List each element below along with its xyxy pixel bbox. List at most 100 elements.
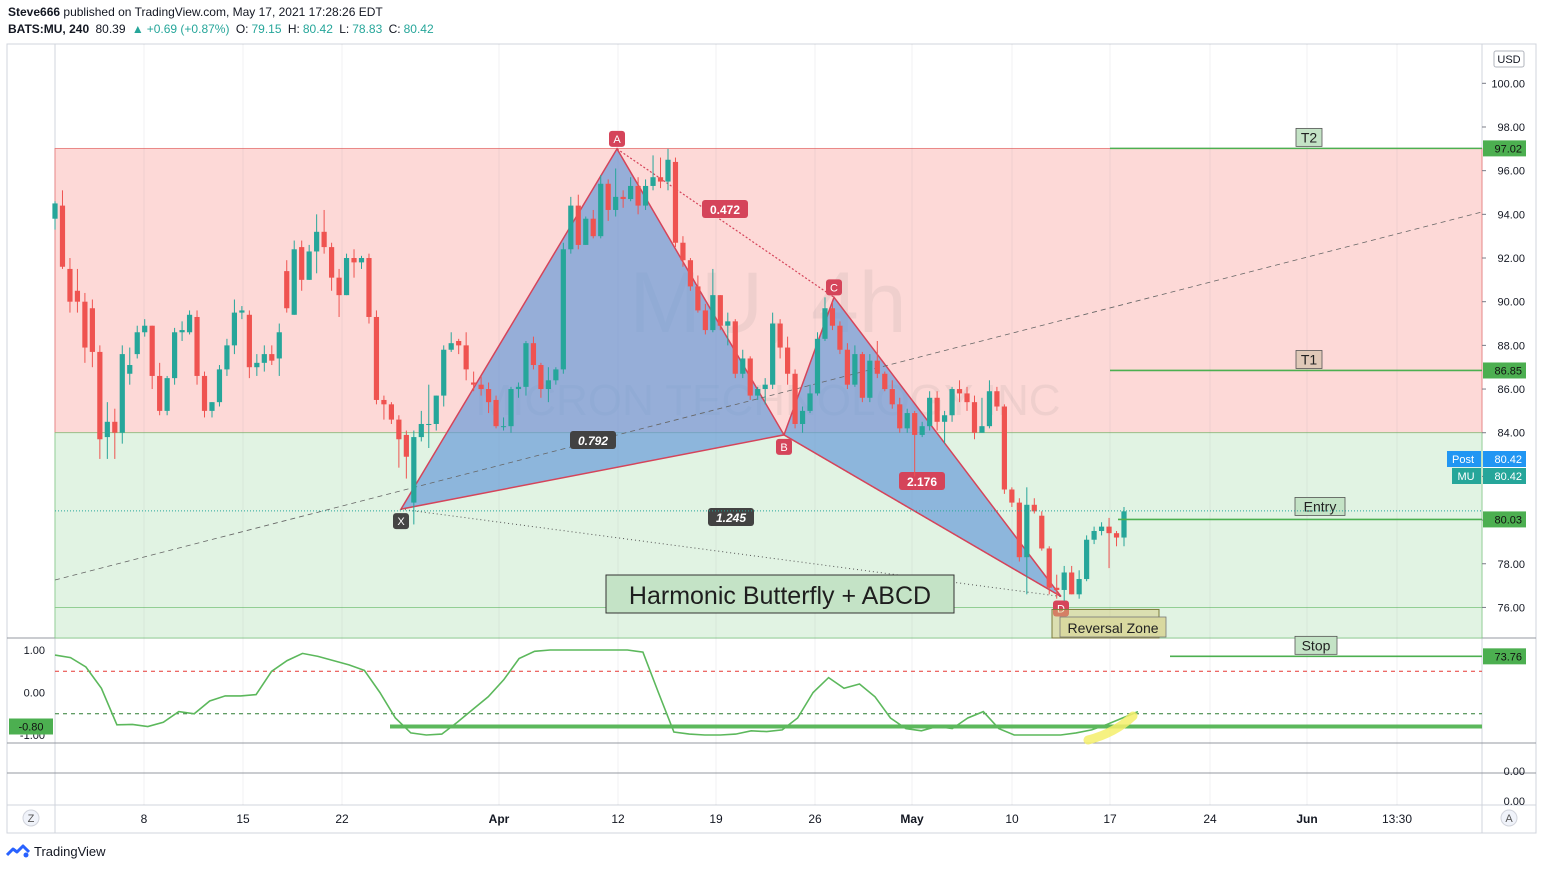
level-price-tag [1483,362,1526,379]
candle-body [680,242,686,261]
candle-body [665,159,671,182]
ratio-badge [570,431,616,449]
last-price-tag-text: 80.42 [1494,471,1522,483]
currency-label: USD [1497,54,1520,66]
candle-body [328,247,335,278]
candle-body [642,185,649,206]
candle-body [351,258,357,263]
candle-body [493,399,499,427]
candles [52,148,1127,601]
candle-body [456,341,462,346]
candle-body [276,332,282,359]
candle-body [747,358,753,396]
time-axis[interactable]: 8 15 22 Apr 12 19 26 May 10 17 24 Jun 13:30 Z A [22,809,1518,827]
candle-body [149,325,155,376]
low-label: L: [339,22,350,36]
y-tick-label: 84.00 [1497,428,1525,440]
candle-body [553,369,559,381]
x-tick-label: Apr [489,812,510,826]
level-badge [1295,350,1323,369]
x-tick-label: 13:30 [1382,812,1412,826]
candle-body [912,413,918,435]
symbol-label[interactable]: BATS:MU, 240 [8,22,90,36]
candle-body [904,413,910,429]
candle-body [358,258,365,263]
close-value: 80.42 [403,22,434,36]
candle-body [986,391,993,427]
tradingview-logo-icon [6,844,30,858]
ratio-label: 1.245 [716,511,746,525]
candle-body [321,231,327,248]
candle-body [381,399,387,405]
ratio-label: 0.792 [578,434,608,448]
candle-body [164,378,170,411]
candle-body [291,249,297,315]
candle-body [179,330,185,333]
candle-body [142,325,148,333]
ohlc-legend: BATS:MU, 240 80.39 ▲ +0.69 (+0.87%) O: 79.… [8,22,437,36]
publisher-name[interactable]: Steve666 [8,5,61,19]
candle-body [934,397,940,422]
indicator-value-label: -0.80 [18,722,43,734]
candle-body [882,373,888,390]
candle-body [119,354,125,433]
x-tick-label: 26 [808,812,822,826]
indicator-y-tick: 0.00 [24,688,45,700]
candle-body [695,286,701,311]
candle-body [598,183,604,237]
pattern-point-b [776,438,792,455]
candle-body [366,258,372,317]
candle-body [1091,530,1097,540]
last-price: 80.39 [95,22,126,36]
candle-body [702,310,708,331]
candle-body [657,177,664,182]
candle-body [837,325,843,350]
candle-body [418,423,424,438]
ratio-label: 2.176 [907,475,937,489]
ratio-badge [708,508,754,526]
ratio-badge [899,472,945,490]
post-price-tag-text: 80.42 [1494,454,1522,466]
candle-body [1054,587,1060,590]
candle-body [785,347,791,374]
oscillator-line [54,649,1139,736]
candle-body [560,249,566,370]
post-tag [1447,451,1481,467]
oscillator-pane[interactable]: 1.000.00-1.00-0.800.000.00 [9,645,1525,808]
candle-body [433,395,439,424]
candle-body [306,251,312,280]
candle-body [463,345,469,370]
footer: TradingView [6,843,106,859]
candle-body [717,295,723,326]
zoom-z-button [22,809,40,827]
candle-body [1039,515,1045,549]
candle-body [1084,539,1090,580]
candle-body [628,185,634,200]
level-lines[interactable]: T2 T1 Entry Stop [55,127,1482,658]
candle-body [112,421,118,433]
x-tick-label: May [900,812,924,826]
candle-body [1046,548,1052,588]
candle-body [762,384,768,390]
candle-body [485,389,492,403]
price-axis[interactable]: 100.00 98.00 96.00 94.00 92.00 90.00 88.00 86.0… [1447,50,1526,665]
level-badge [1294,635,1338,655]
candle-body [590,218,596,237]
candle-body [97,351,103,440]
candle-body [523,343,529,387]
candle-body [545,380,551,390]
last-price-tag [1483,468,1526,484]
candle-body [799,410,806,424]
subpane-y-tick: 0.00 [1504,796,1525,808]
candle-body [74,290,81,302]
post-tag-label: Post [1452,454,1474,466]
candle-body [635,185,641,206]
footer-brand[interactable]: TradingView [34,843,106,859]
candle-body [336,277,342,296]
candle-body [814,338,821,394]
level-price-tag-text: 97.02 [1494,143,1522,155]
low-value: 78.83 [352,22,383,36]
subpane-y-tick: 0.00 [1504,766,1525,778]
candle-body [949,389,955,416]
